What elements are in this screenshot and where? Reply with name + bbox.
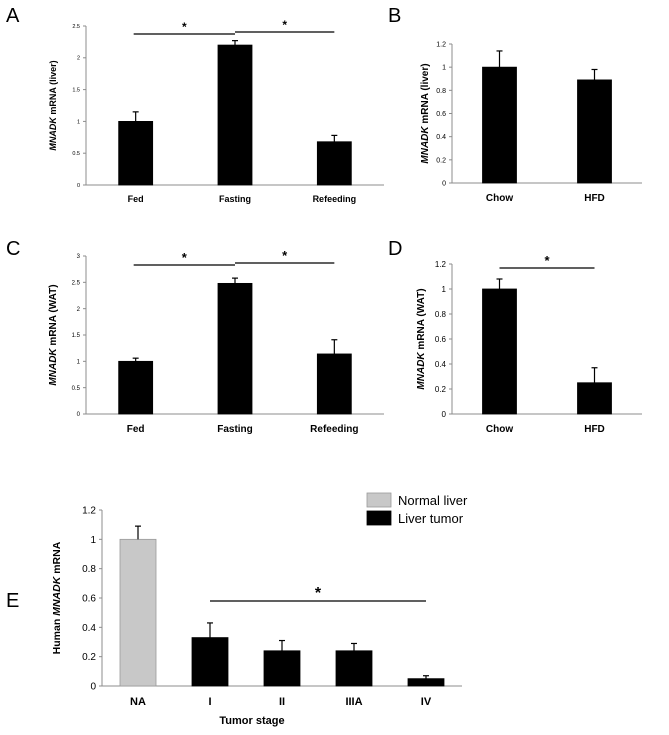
y-tick-label: 0.5 xyxy=(72,386,81,392)
legend-swatch-normal xyxy=(366,492,392,508)
bar-iiia xyxy=(335,650,373,687)
y-tick-label: 0.5 xyxy=(72,151,80,157)
x-category-label: IV xyxy=(421,696,432,708)
x-category-label: IIIA xyxy=(345,696,362,708)
y-tick-label: 0.2 xyxy=(82,652,96,663)
y-tick-label: 1 xyxy=(77,119,80,125)
y-tick-label: 1 xyxy=(90,535,96,546)
y-axis-label: MNADK mRNA (liver) xyxy=(420,63,431,163)
bar-ii xyxy=(263,650,301,687)
y-tick-label: 1 xyxy=(442,65,446,72)
panel-letter: A xyxy=(6,5,20,27)
chart-panel-d: D 0 0.2 0.4 0.6 0.8 1 1.2 Chow HFD MNADK mRNA (WAT… xyxy=(388,238,642,435)
y-tick-label: 2.5 xyxy=(72,280,81,286)
y-tick-label: 0 xyxy=(442,180,446,187)
chart-panel-c: C 0 0.5 1 1.5 2 2.5 3 Fed Fasting Refeeding MNADK m… xyxy=(6,238,384,435)
panel-letter: C xyxy=(6,238,20,260)
y-tick-label: 2 xyxy=(77,56,80,62)
bar-na xyxy=(119,538,157,687)
significance-star: * xyxy=(182,20,187,34)
bar-hfd xyxy=(577,79,612,184)
panel-letter: D xyxy=(388,238,402,260)
y-tick-label: 0.4 xyxy=(82,623,96,634)
bar-hfd xyxy=(577,382,612,415)
y-tick-label: 0.6 xyxy=(436,111,446,118)
y-tick-label: 0.2 xyxy=(435,385,447,394)
y-tick-label: 0.2 xyxy=(436,157,446,164)
x-category-label: Chow xyxy=(486,193,513,204)
y-tick-label: 0 xyxy=(77,412,81,418)
x-category-label: HFD xyxy=(584,424,605,435)
bar-fed xyxy=(118,360,154,415)
bar-chow xyxy=(482,288,517,415)
y-tick-label: 0.6 xyxy=(82,594,96,605)
y-tick-label: 0.8 xyxy=(436,88,446,95)
bar-fasting xyxy=(217,282,253,415)
bar-refeeding xyxy=(316,141,352,186)
x-category-label: Fed xyxy=(127,424,145,435)
bar-fasting xyxy=(217,44,253,186)
y-axis-label: MNADK mRNA (WAT) xyxy=(416,288,427,389)
x-category-label: Refeeding xyxy=(313,194,357,204)
y-tick-label: 1.2 xyxy=(436,41,446,48)
y-axis-label: MNADK mRNA (liver) xyxy=(48,60,58,150)
chart-panel-b: B 0 0.2 0.4 0.6 0.8 1 1.2 Chow HFD MNADK mRNA (liv… xyxy=(388,5,642,204)
x-category-label: Refeeding xyxy=(310,424,358,435)
y-tick-label: 0.8 xyxy=(435,310,447,319)
significance-star: * xyxy=(182,250,188,265)
x-category-label: Fasting xyxy=(217,424,253,435)
y-tick-label: 2 xyxy=(77,307,81,313)
y-tick-label: 1.5 xyxy=(72,88,80,94)
x-axis-label: Tumor stage xyxy=(219,715,284,727)
x-category-label: I xyxy=(208,696,211,708)
bar-chow xyxy=(482,66,517,184)
x-category-label: HFD xyxy=(584,193,605,204)
significance-star: * xyxy=(282,18,287,32)
bar-iv xyxy=(407,678,445,687)
legend-label-tumor: Liver tumor xyxy=(398,511,464,526)
y-tick-label: 1.2 xyxy=(82,506,96,517)
legend-label-normal: Normal liver xyxy=(398,493,468,508)
bar-refeeding xyxy=(316,353,352,415)
y-tick-label: 0 xyxy=(90,682,96,693)
x-category-label: Chow xyxy=(486,424,513,435)
y-tick-label: 1 xyxy=(442,285,447,294)
y-tick-label: 1.5 xyxy=(72,333,81,339)
significance-star: * xyxy=(282,248,288,263)
x-category-label: Fed xyxy=(128,194,144,204)
y-tick-label: 2.5 xyxy=(72,24,80,30)
x-category-label: NA xyxy=(130,696,146,708)
significance-star: * xyxy=(544,253,550,268)
bar-i xyxy=(191,637,229,687)
y-axis-label: Human MNADK mRNA xyxy=(51,541,63,654)
y-tick-label: 0.4 xyxy=(436,134,446,141)
x-category-label: Fasting xyxy=(219,194,251,204)
y-tick-label: 0.8 xyxy=(82,564,96,575)
x-category-label: II xyxy=(279,696,285,708)
chart-panel-a: A 0 0.5 1 1.5 2 2.5 Fed Fasting Refeeding MNADK mR… xyxy=(6,5,384,204)
y-tick-label: 1 xyxy=(77,359,81,365)
y-tick-label: 1.2 xyxy=(435,260,447,269)
y-tick-label: 0.6 xyxy=(435,335,447,344)
significance-star: * xyxy=(315,585,322,602)
y-tick-label: 0 xyxy=(77,183,80,189)
panel-letter: E xyxy=(6,590,19,612)
y-axis-label: MNADK mRNA (WAT) xyxy=(48,284,59,385)
y-tick-label: 0 xyxy=(442,410,447,419)
legend-swatch-tumor xyxy=(366,510,392,526)
bar-fed xyxy=(118,121,154,186)
y-tick-label: 3 xyxy=(77,254,81,260)
y-tick-label: 0.4 xyxy=(435,360,447,369)
panel-letter: B xyxy=(388,5,401,27)
